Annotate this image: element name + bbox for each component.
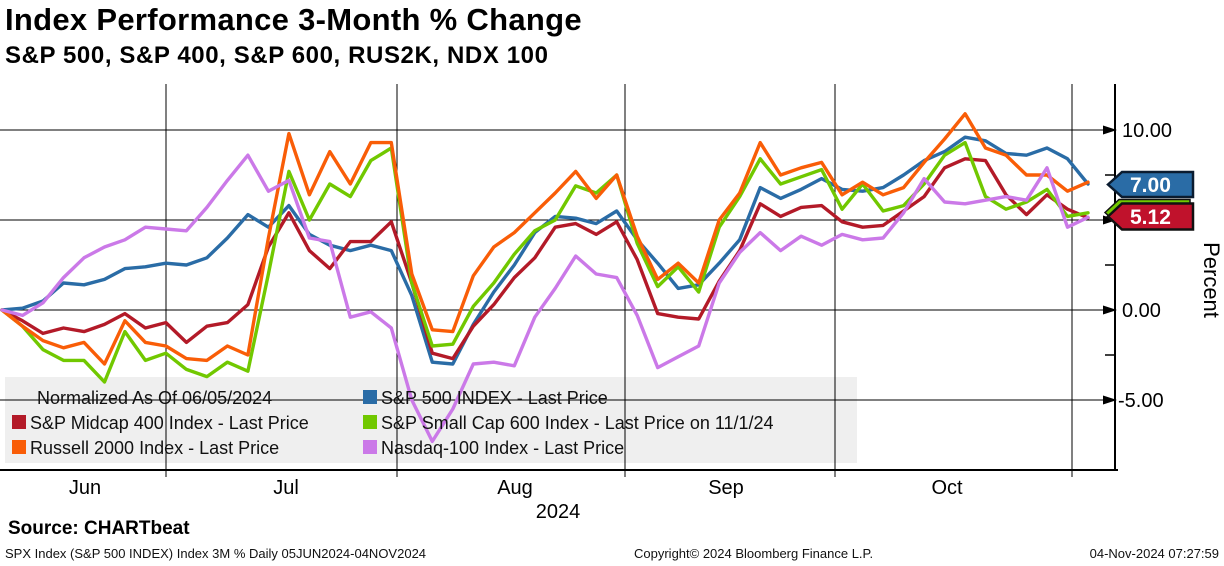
legend-item-smallcap600[interactable]: S&P Small Cap 600 Index - Last Price on … — [363, 413, 774, 433]
legend-swatch-nasdaq100 — [363, 440, 377, 454]
legend-label-midcap400: S&P Midcap 400 Index - Last Price — [30, 413, 309, 433]
legend-label-sp500: S&P 500 INDEX - Last Price — [381, 388, 608, 408]
x-label-jul: Jul — [273, 477, 299, 499]
series-line-midcap400 — [0, 157, 1090, 361]
y-label-0: 0.00 — [1122, 300, 1161, 322]
badge-sp500-shape — [1106, 170, 1195, 199]
series-line-russell2000 — [0, 112, 1090, 366]
vertical-gridlines — [165, 84, 1073, 477]
y-axis-labels: 10.00 0.00 -5.00 — [1118, 120, 1172, 412]
badge-sp500-value: 7.00 — [1130, 174, 1171, 197]
series-line-nasdaq100 — [0, 153, 1090, 444]
legend-item-midcap400[interactable]: S&P Midcap 400 Index - Last Price — [12, 413, 309, 433]
last-price-badges: 7.00 5.12 — [1103, 170, 1195, 231]
legend-swatch-russell2000 — [12, 440, 26, 454]
legend-swatch-sp500 — [363, 390, 377, 404]
footer-copyright: Copyright© 2024 Bloomberg Finance L.P. — [634, 546, 874, 561]
badge-midcap400-shape — [1106, 202, 1195, 231]
y-label-neg5: -5.00 — [1118, 390, 1164, 412]
series-line-smallcap600 — [0, 140, 1090, 384]
x-label-jun: Jun — [69, 477, 101, 499]
page-title: Index Performance 3-Month % Change — [5, 2, 582, 37]
series-line-sp500 — [0, 135, 1090, 366]
legend-background — [5, 377, 857, 463]
x-label-aug: Aug — [497, 477, 533, 499]
chart-legend: Normalized As Of 06/05/2024 S&P 500 INDE… — [12, 388, 774, 458]
footer-ticker-info: SPX Index (S&P 500 INDEX) Index 3M % Dai… — [5, 546, 427, 561]
x-label-year: 2024 — [536, 501, 581, 523]
x-axis-labels: Jun Jul Aug Sep Oct 2024 — [69, 477, 963, 523]
legend-normalized-note: Normalized As Of 06/05/2024 — [37, 388, 272, 408]
x-label-oct: Oct — [931, 477, 963, 499]
horizontal-gridlines — [0, 129, 1115, 401]
legend-item-russell2000[interactable]: Russell 2000 Index - Last Price — [12, 438, 279, 458]
page-subtitle: S&P 500, S&P 400, S&P 600, RUS2K, NDX 10… — [5, 42, 549, 69]
source-label: Source: CHARTbeat — [8, 518, 190, 539]
series-lines-layer — [0, 112, 1090, 444]
y-axis-title: Percent — [1199, 242, 1224, 318]
legend-item-sp500[interactable]: S&P 500 INDEX - Last Price — [363, 388, 608, 408]
y-label-10: 10.00 — [1122, 120, 1172, 142]
x-label-sep: Sep — [708, 477, 744, 499]
legend-item-nasdaq100[interactable]: Nasdaq-100 Index - Last Price — [363, 438, 624, 458]
legend-label-smallcap600: S&P Small Cap 600 Index - Last Price on … — [381, 413, 774, 433]
legend-swatch-smallcap600 — [363, 415, 377, 429]
badge-midcap400: 5.12 — [1106, 202, 1195, 231]
badge-midcap400-value: 5.12 — [1130, 206, 1171, 229]
legend-label-russell2000: Russell 2000 Index - Last Price — [30, 438, 279, 458]
legend-label-nasdaq100: Nasdaq-100 Index - Last Price — [381, 438, 624, 458]
badge-sp500: 7.00 — [1106, 170, 1195, 199]
legend-swatch-midcap400 — [12, 415, 26, 429]
footer-timestamp: 04-Nov-2024 07:27:59 — [1089, 546, 1219, 561]
